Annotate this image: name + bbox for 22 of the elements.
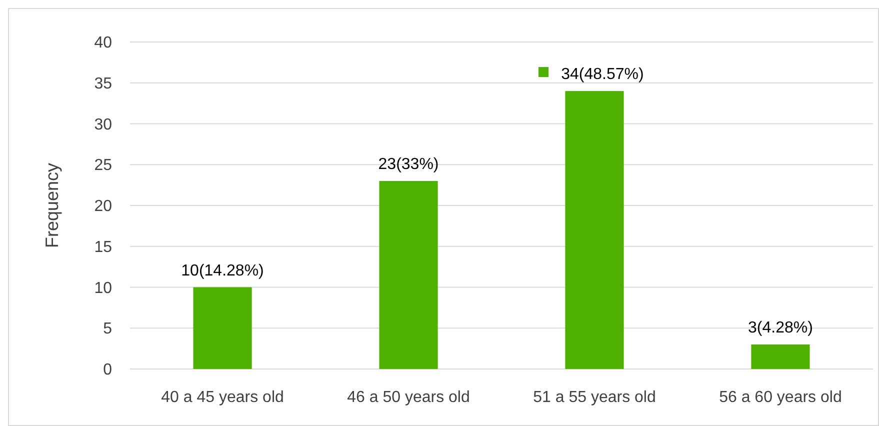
bar <box>379 180 438 369</box>
y-tick-label: 0 <box>103 362 112 379</box>
y-tick-label: 5 <box>103 320 112 338</box>
data-label: 10(14.28%) <box>181 262 264 280</box>
data-label: 3(4.28%) <box>748 319 813 336</box>
x-tick-label: 51 a 55 years old <box>533 389 656 406</box>
data-label: 23(33%) <box>378 156 439 173</box>
y-axis-title: Frequency <box>42 162 62 248</box>
y-tick-label: 10 <box>94 280 112 297</box>
y-tick-label: 15 <box>94 238 112 256</box>
y-tick-label: 35 <box>94 75 112 92</box>
x-tick-label: 40 a 45 years old <box>161 389 284 406</box>
bar <box>565 91 624 369</box>
bar <box>751 344 810 369</box>
y-tick-label: 25 <box>94 157 112 174</box>
x-tick-label: 46 a 50 years old <box>347 389 470 406</box>
y-tick-label: 20 <box>94 198 112 216</box>
y-tick-label: 40 <box>94 34 112 52</box>
y-tick-label: 30 <box>94 116 112 134</box>
x-tick-label: 56 a 60 years old <box>719 389 842 406</box>
bar <box>193 287 252 369</box>
data-label: 34(48.57%) <box>561 66 644 84</box>
